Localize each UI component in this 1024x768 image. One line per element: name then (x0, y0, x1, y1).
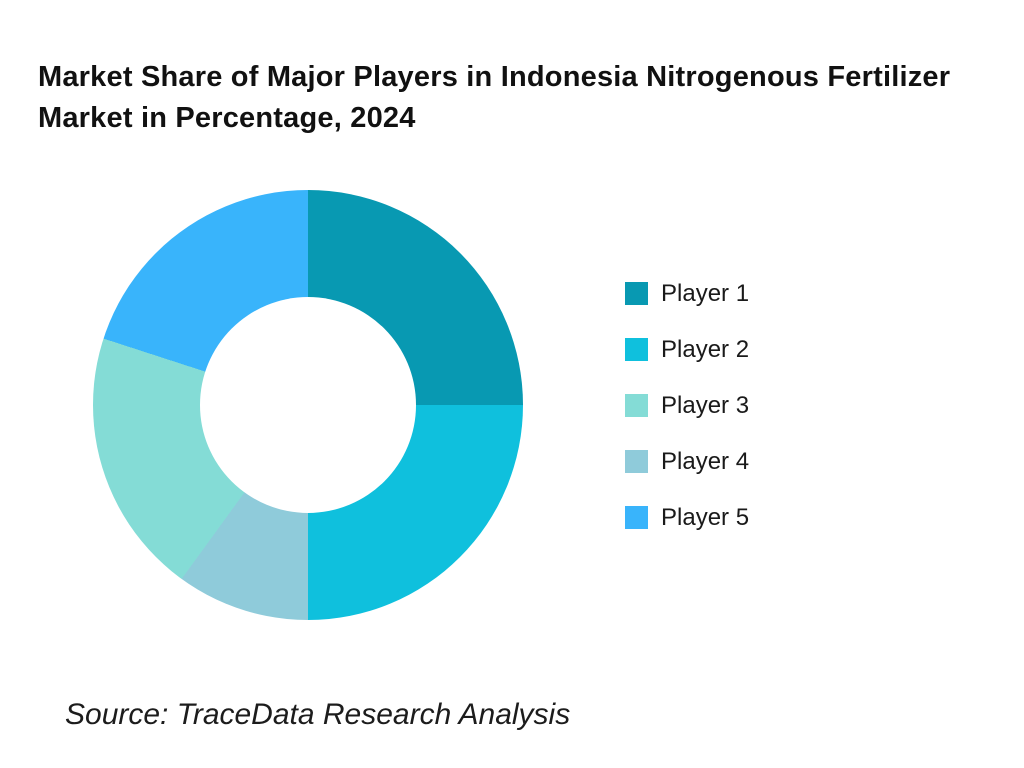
legend-swatch-icon (625, 338, 648, 361)
legend-label: Player 5 (661, 503, 750, 531)
legend-item-3: Player 3 (625, 391, 750, 419)
donut-chart (93, 190, 523, 620)
legend-swatch-icon (625, 282, 648, 305)
legend-label: Player 3 (661, 391, 750, 419)
legend-item-1: Player 1 (625, 279, 750, 307)
source-note: Source: TraceData Research Analysis (65, 698, 571, 731)
legend-label: Player 2 (661, 335, 750, 363)
page-title: Market Share of Major Players in Indones… (38, 61, 951, 134)
legend-item-5: Player 5 (625, 503, 750, 531)
legend: Player 1 Player 2 Player 3 Player 4 Player 5 (625, 279, 750, 531)
legend-swatch-icon (625, 450, 648, 473)
legend-swatch-icon (625, 394, 648, 417)
donut-hole (200, 297, 416, 513)
legend-swatch-icon (625, 506, 648, 529)
legend-item-4: Player 4 (625, 447, 750, 475)
legend-label: Player 1 (661, 279, 750, 307)
legend-item-2: Player 2 (625, 335, 750, 363)
legend-label: Player 4 (661, 447, 750, 475)
